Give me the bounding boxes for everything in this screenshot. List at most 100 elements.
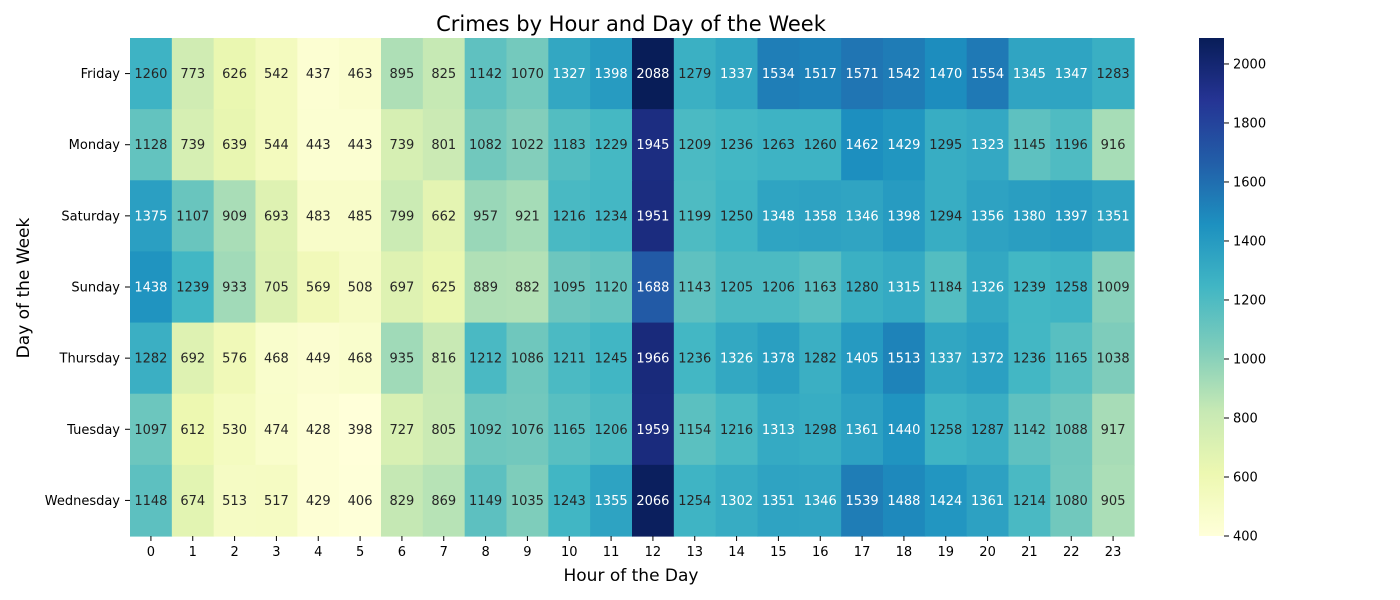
cell-value-label: 443 (348, 138, 373, 153)
x-tick-label: 9 (523, 545, 531, 560)
heatmap-cell (757, 251, 800, 324)
x-tick-label: 6 (398, 545, 406, 560)
cell-value-label: 1346 (804, 494, 837, 509)
heatmap-cell (924, 322, 968, 395)
cell-value-label: 1245 (595, 352, 628, 367)
colorbar-tick-label: 600 (1233, 470, 1258, 485)
heatmap-cell (841, 393, 884, 466)
cell-value-label: 917 (1101, 423, 1126, 438)
cell-value-label: 1229 (595, 138, 628, 153)
y-axis-label: Day of the Week (14, 218, 34, 359)
heatmap-cell (213, 393, 257, 466)
heatmap-cell (632, 109, 675, 181)
heatmap-cell (966, 180, 1010, 253)
y-axis-ticks: Friday Monday Saturday Sunday Thursday Tuesda… (45, 67, 130, 509)
heatmap-cell (715, 393, 759, 466)
cell-value-label: 1346 (846, 209, 879, 224)
x-tick-label: 19 (937, 545, 954, 560)
cell-value-label: 1355 (595, 494, 628, 509)
colorbar-tick-label: 1400 (1233, 234, 1266, 249)
heatmap-cell (255, 251, 298, 324)
cell-value-label: 437 (306, 67, 331, 82)
cell-value-label: 1313 (762, 423, 795, 438)
x-tick-label: 8 (481, 545, 489, 560)
cell-value-label: 1239 (1013, 281, 1046, 296)
heatmap-cell (1092, 393, 1135, 466)
heatmap-cell (799, 464, 842, 537)
heatmap-cell (130, 180, 173, 253)
heatmap-cell (673, 464, 717, 537)
x-tick-label: 14 (728, 545, 745, 560)
cell-value-label: 569 (306, 281, 331, 296)
cell-value-label: 1534 (762, 67, 795, 82)
heatmap-cell (590, 464, 633, 537)
cell-value-label: 829 (390, 494, 415, 509)
cell-value-label: 1260 (134, 67, 167, 82)
heatmap-cell (213, 322, 257, 395)
cell-value-label: 1398 (595, 67, 628, 82)
cell-value-label: 895 (390, 67, 415, 82)
cell-value-label: 1145 (1013, 138, 1046, 153)
cell-value-label: 612 (180, 423, 205, 438)
cell-value-label: 1070 (511, 67, 544, 82)
cell-value-label: 485 (348, 209, 373, 224)
cell-value-label: 1337 (720, 67, 753, 82)
heatmap-cell (548, 322, 591, 395)
x-tick-label: 12 (645, 545, 662, 560)
heatmap-cell (464, 38, 508, 110)
heatmap-cell (841, 38, 884, 110)
cell-value-label: 530 (222, 423, 247, 438)
cell-value-label: 1236 (720, 138, 753, 153)
cell-value-label: 1283 (1097, 67, 1130, 82)
heatmap-cell (1092, 38, 1135, 110)
heatmap-cell (757, 109, 800, 181)
heatmap-cell (632, 180, 675, 253)
cell-value-label: 1143 (678, 281, 711, 296)
cell-value-label: 1035 (511, 494, 544, 509)
heatmap-cell (213, 464, 257, 537)
cell-value-label: 1205 (720, 281, 753, 296)
heatmap-cell (130, 464, 173, 537)
heatmap-cell (841, 180, 884, 253)
colorbar-tick-label: 2000 (1233, 57, 1266, 72)
cell-value-label: 1216 (720, 423, 753, 438)
heatmap-cell (548, 38, 591, 110)
cell-value-label: 1280 (846, 281, 879, 296)
x-tick-label: 17 (854, 545, 871, 560)
cell-value-label: 933 (222, 281, 247, 296)
heatmap-cell (757, 464, 800, 537)
cell-value-label: 1211 (553, 352, 586, 367)
heatmap-cell (799, 322, 842, 395)
cell-value-label: 1038 (1097, 352, 1130, 367)
heatmap-cell (1092, 251, 1135, 324)
heatmap-cell (1092, 464, 1135, 537)
cell-value-label: 443 (306, 138, 331, 153)
heatmap-cell (632, 322, 675, 395)
x-axis-label: Hour of the Day (563, 566, 698, 586)
x-tick-label: 1 (189, 545, 197, 560)
x-tick-label: 15 (770, 545, 787, 560)
heatmap-cell (339, 464, 382, 537)
cell-value-label: 1258 (929, 423, 962, 438)
x-axis-ticks: 0 1 2 3 4 5 6 7 8 9 10 11 12 13 14 15 16 17 18 19 20 21 22 23 (147, 536, 1121, 560)
cell-value-label: 1462 (846, 138, 879, 153)
heatmap-cell (883, 180, 926, 253)
cell-value-label: 1372 (971, 352, 1004, 367)
heatmap-cell (924, 464, 968, 537)
cell-value-label: 727 (390, 423, 415, 438)
cell-value-label: 1282 (804, 352, 837, 367)
heatmap-cell (1050, 464, 1093, 537)
cell-value-label: 1095 (553, 281, 586, 296)
cell-value-label: 697 (390, 281, 415, 296)
heatmap-cell (1008, 180, 1051, 253)
cell-value-label: 1302 (720, 494, 753, 509)
heatmap-cell (506, 251, 549, 324)
heatmap-cell (841, 464, 884, 537)
cell-value-label: 1347 (1055, 67, 1088, 82)
cell-value-label: 1361 (846, 423, 879, 438)
heatmap-cell (381, 38, 424, 110)
cell-value-label: 1945 (636, 138, 669, 153)
cell-value-label: 1351 (762, 494, 795, 509)
cell-value-label: 1263 (762, 138, 795, 153)
